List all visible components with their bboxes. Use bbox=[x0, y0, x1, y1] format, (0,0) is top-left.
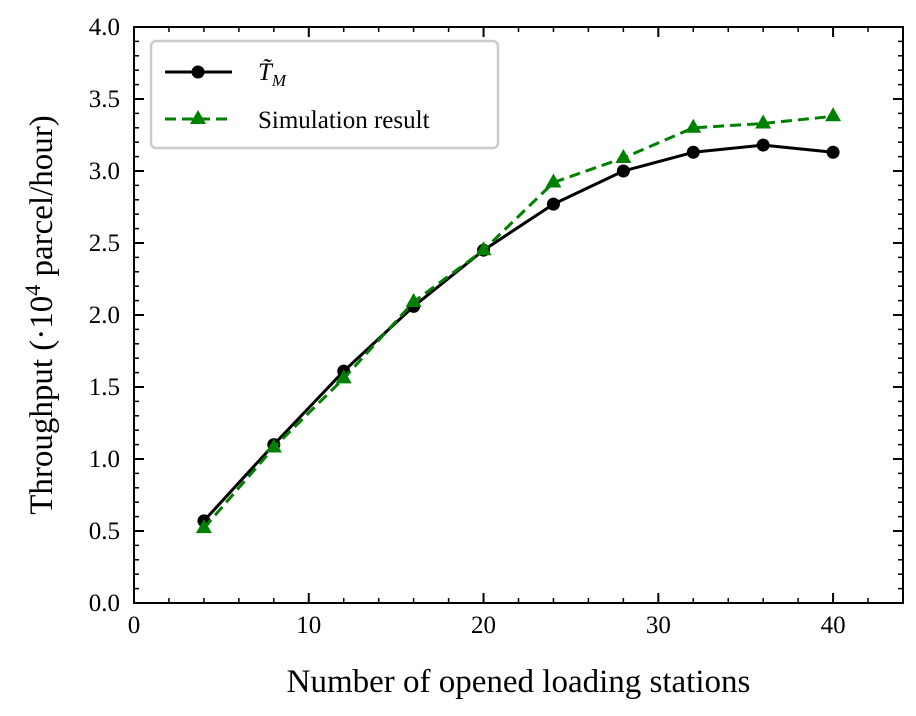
y-tick-label: 2.0 bbox=[89, 302, 120, 329]
x-axis-title: Number of opened loading stations bbox=[287, 664, 751, 700]
y-tick-label: 4.0 bbox=[89, 14, 120, 41]
data-point-model bbox=[826, 145, 840, 159]
legend-entry-simulation: Simulation result bbox=[165, 107, 430, 134]
legend-label-simulation: Simulation result bbox=[258, 107, 430, 134]
data-point-model bbox=[546, 197, 560, 211]
legend-marker-simulation bbox=[190, 110, 206, 124]
y-tick-label: 3.0 bbox=[89, 158, 120, 185]
series-simulation bbox=[195, 107, 842, 534]
y-axis-title-prefix: Throughput (·10 bbox=[24, 296, 60, 515]
legend-label-model-main: T̃ bbox=[258, 59, 274, 86]
legend-marker-model bbox=[191, 65, 205, 79]
data-point-simulation bbox=[615, 149, 632, 164]
y-tick-label: 1.0 bbox=[89, 446, 120, 473]
series-line-model bbox=[202, 143, 834, 522]
y-tick-label: 0.0 bbox=[89, 590, 120, 617]
legend-label-model-sub: M bbox=[271, 71, 287, 90]
y-tick-label: 1.5 bbox=[89, 374, 120, 401]
x-tick-labels: 0 10 20 30 40 bbox=[128, 612, 846, 639]
y-tick-label: 0.5 bbox=[89, 518, 120, 545]
data-point-model bbox=[616, 164, 630, 178]
legend-label-model: T̃M bbox=[258, 59, 287, 90]
x-tick-label: 0 bbox=[128, 612, 141, 639]
y-tick-label: 2.5 bbox=[89, 230, 120, 257]
y-tick-label: 3.5 bbox=[89, 86, 120, 113]
plot-frame bbox=[133, 26, 904, 604]
data-point-simulation bbox=[335, 369, 352, 384]
y-axis-title-suffix: parcel/hour) bbox=[24, 115, 60, 285]
legend: T̃M Simulation result bbox=[149, 39, 500, 150]
y-axis-title: Throughput (·104 parcel/hour) bbox=[20, 115, 61, 515]
data-point-simulation bbox=[195, 519, 212, 534]
data-point-model bbox=[686, 145, 700, 159]
x-tick-label: 30 bbox=[646, 612, 671, 639]
data-point-simulation bbox=[685, 118, 702, 133]
x-tick-label: 20 bbox=[471, 612, 496, 639]
data-point-simulation bbox=[265, 438, 282, 453]
legend-box bbox=[149, 39, 500, 150]
x-tick-label: 40 bbox=[821, 612, 846, 639]
data-point-model bbox=[756, 138, 770, 152]
legend-entry-model: T̃M bbox=[165, 59, 287, 90]
data-point-simulation bbox=[545, 173, 562, 188]
series-layer bbox=[195, 107, 842, 534]
data-point-simulation bbox=[755, 114, 772, 129]
data-point-simulation bbox=[825, 107, 842, 122]
y-axis-title-superscript: 4 bbox=[20, 285, 45, 296]
series-model bbox=[197, 138, 840, 528]
data-point-simulation bbox=[475, 241, 492, 256]
x-tick-label: 10 bbox=[296, 612, 321, 639]
data-point-simulation bbox=[405, 293, 422, 308]
y-tick-labels: 0.0 0.5 1.0 1.5 2.0 2.5 3.0 3.5 4.0 bbox=[89, 14, 120, 617]
series-line-simulation bbox=[202, 114, 834, 530]
